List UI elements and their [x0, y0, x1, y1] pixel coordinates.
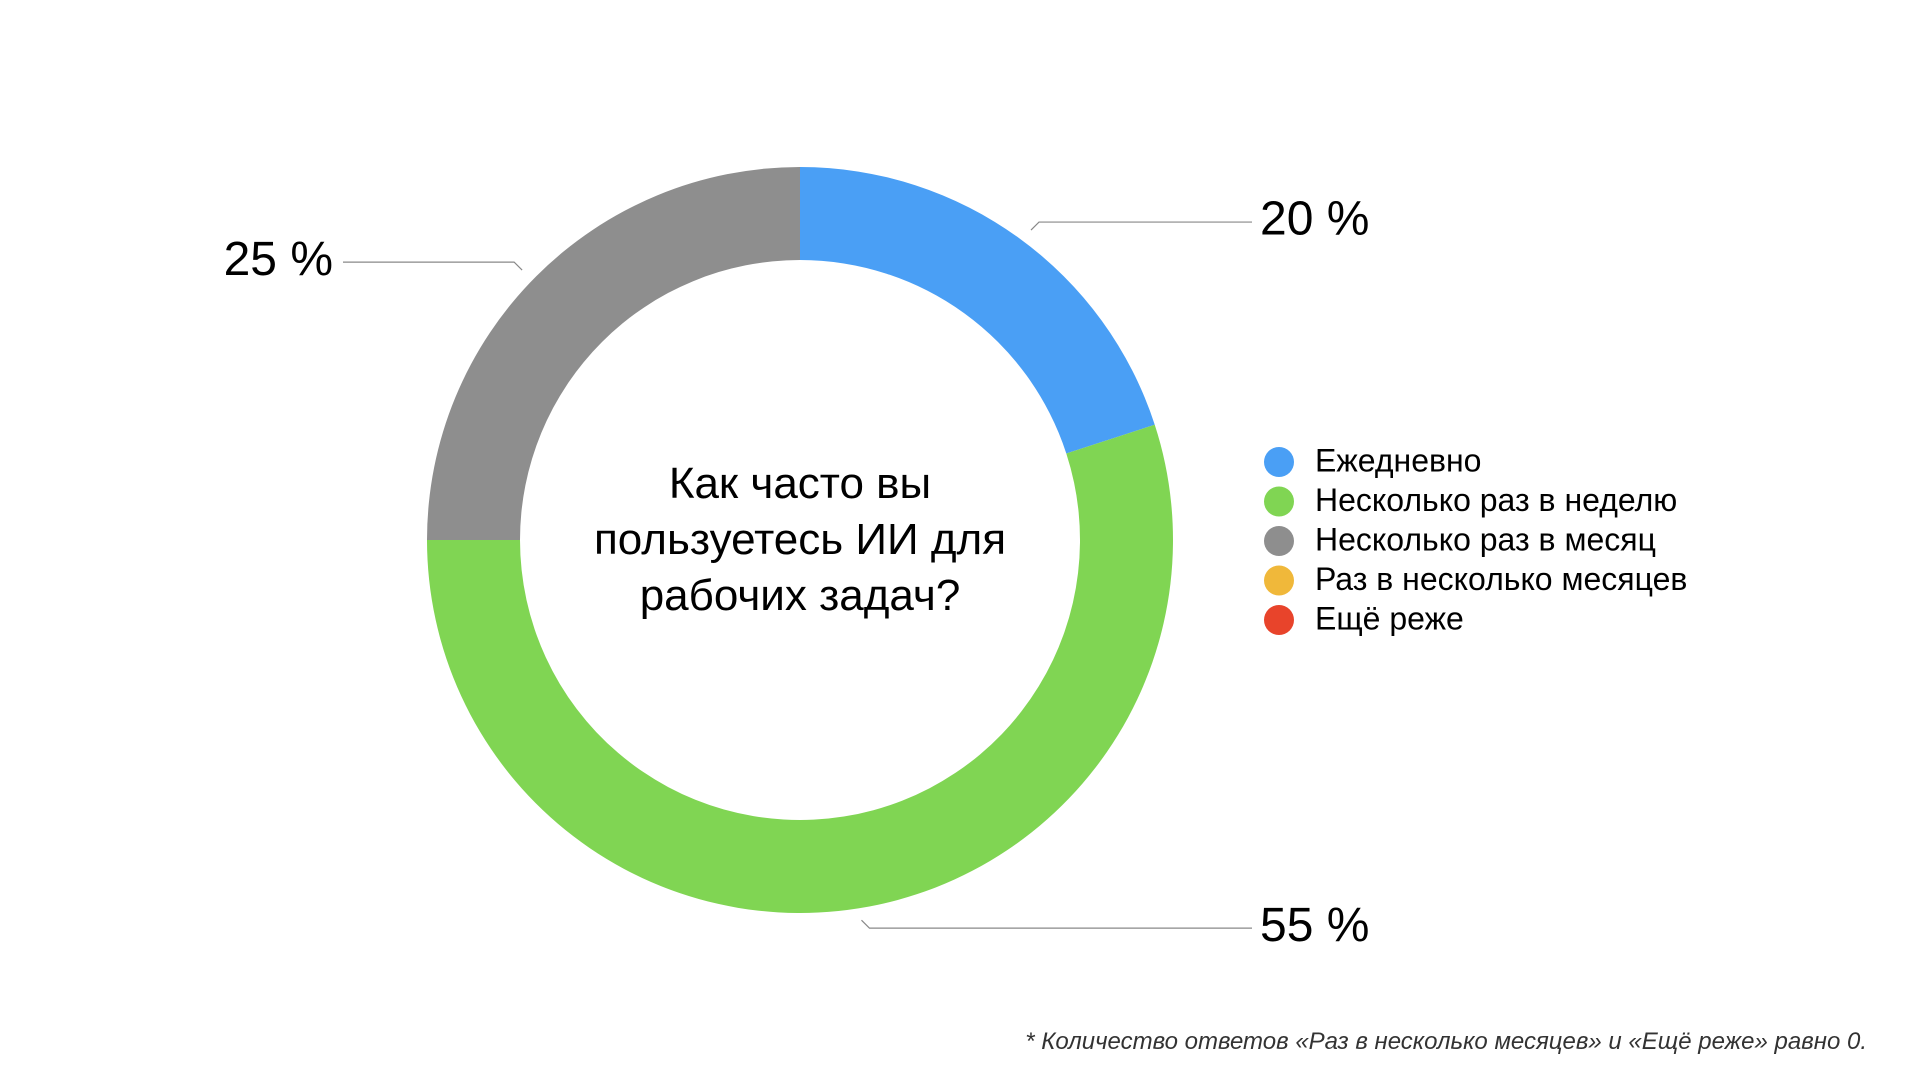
- chart-title: Как часто вы пользуетесь ИИ для рабочих …: [593, 459, 1007, 620]
- legend-label: Несколько раз в месяц: [1315, 521, 1656, 557]
- leader-line: [861, 919, 1252, 929]
- leader-line: [343, 261, 523, 271]
- donut-slice: [427, 424, 1173, 913]
- legend-label: Несколько раз в неделю: [1315, 482, 1677, 518]
- legend-swatch: [1264, 565, 1294, 596]
- legend-label: Ежедневно: [1315, 442, 1481, 478]
- footnote: * Количество ответов «Раз в несколько ме…: [1025, 1028, 1867, 1055]
- legend-label: Ещё реже: [1315, 600, 1464, 636]
- donut-slice: [427, 167, 800, 540]
- legend-swatch: [1264, 526, 1294, 556]
- value-label: 20 %: [1260, 193, 1369, 246]
- legend-swatch: [1264, 486, 1294, 517]
- legend-swatch: [1264, 605, 1294, 635]
- value-label: 25 %: [224, 233, 333, 286]
- donut-slice: [800, 167, 1155, 454]
- legend-label: Раз в несколько месяцев: [1315, 561, 1687, 597]
- value-label: 55 %: [1260, 899, 1369, 952]
- legend-swatch: [1264, 447, 1294, 477]
- leader-line: [1030, 221, 1252, 231]
